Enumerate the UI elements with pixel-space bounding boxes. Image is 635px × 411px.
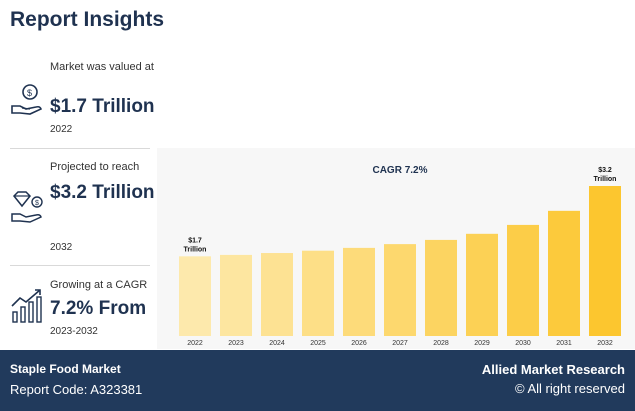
bar-chart: CAGR 7.2% 2022 2023 2024 2025 2026 2027 2028 202… xyxy=(179,165,621,347)
x-tick-label: 2024 xyxy=(269,340,285,347)
x-tick-label: 2022 xyxy=(187,340,203,347)
svg-text:$: $ xyxy=(35,200,39,207)
x-tick-label: 2025 xyxy=(310,340,326,347)
stat-label: Projected to reach xyxy=(50,161,140,173)
stat-value: $3.2 Trillion xyxy=(50,182,155,203)
x-tick-label: 2023 xyxy=(228,340,244,347)
bar-2024 xyxy=(261,253,293,336)
stat-year: 2022 xyxy=(50,124,73,135)
stat-label: Market was valued at xyxy=(50,61,154,73)
report-code: Report Code: A323381 xyxy=(10,382,143,397)
svg-text:$: $ xyxy=(27,88,32,98)
x-tick-label: 2027 xyxy=(392,340,408,347)
footer: Staple Food Market Report Code: A323381 … xyxy=(0,350,635,411)
data-label-2022: $1.7 Trillion xyxy=(184,237,207,253)
bar-2029 xyxy=(466,233,498,336)
stat-year: 2032 xyxy=(50,242,73,253)
chart-panel: CAGR 7.2% 2022 2023 2024 2025 2026 2027 2028 202… xyxy=(157,148,635,349)
publisher-name: Allied Market Research xyxy=(481,362,625,377)
money-hand-icon: $ xyxy=(11,84,42,115)
stat-market-value: $ Market was valued at $1.7 Trillion 202… xyxy=(10,58,155,140)
bar-2031 xyxy=(548,210,580,336)
bar-2025 xyxy=(302,250,334,336)
report-title: Staple Food Market xyxy=(10,362,121,376)
bar-2023 xyxy=(220,254,252,336)
bar-2032 xyxy=(589,186,621,336)
diamond-hand-icon: $ xyxy=(11,191,43,223)
stat-cagr: Growing at a CAGR 7.2% From 2023-2032 xyxy=(10,276,150,346)
divider xyxy=(10,148,150,149)
chart-title: CAGR 7.2% xyxy=(372,165,427,176)
divider xyxy=(10,265,150,266)
bar-2022 xyxy=(179,256,211,336)
x-tick-label: 2032 xyxy=(597,340,613,347)
stat-projected-value: $ Projected to reach $3.2 Trillion 2032 xyxy=(10,158,155,258)
growth-chart-icon xyxy=(11,289,42,323)
x-tick-label: 2031 xyxy=(556,340,572,347)
page-title: Report Insights xyxy=(10,8,165,31)
bar-2030 xyxy=(507,224,539,336)
x-tick-label: 2029 xyxy=(474,340,490,347)
data-label-2032: $3.2 Trillion xyxy=(594,167,617,183)
stat-value: 7.2% From xyxy=(50,298,147,319)
stat-label: Growing at a CAGR xyxy=(50,279,148,291)
x-tick-label: 2028 xyxy=(433,340,449,347)
x-tick-label: 2030 xyxy=(515,340,531,347)
x-tick-label: 2026 xyxy=(351,340,367,347)
stat-value: $1.7 Trillion xyxy=(50,96,155,117)
bar-2026 xyxy=(343,247,375,336)
copyright: © All right reserved xyxy=(514,381,625,396)
bar-2027 xyxy=(384,244,416,336)
bar-2028 xyxy=(425,239,457,336)
stat-year: 2023-2032 xyxy=(50,326,98,337)
